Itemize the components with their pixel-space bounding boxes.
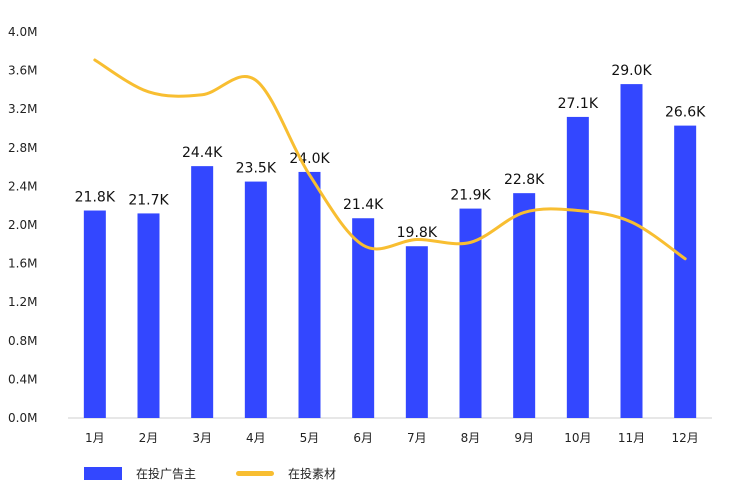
bar xyxy=(191,166,214,418)
x-tick-label: 9月 xyxy=(514,431,534,445)
bar-data-label: 21.7K xyxy=(128,192,169,208)
bar xyxy=(513,193,536,418)
y-tick-label: 0.0M xyxy=(8,411,37,425)
legend: 在投广告主 在投素材 xyxy=(84,465,376,482)
legend-label-creatives: 在投素材 xyxy=(288,467,337,481)
x-tick-label: 4月 xyxy=(246,431,266,445)
bar xyxy=(137,213,160,418)
legend-swatch-bar xyxy=(84,467,122,480)
bar-data-label: 24.0K xyxy=(289,151,330,167)
y-tick-label: 2.8M xyxy=(8,141,37,155)
y-tick-label: 2.4M xyxy=(8,179,37,193)
y-tick-label: 0.4M xyxy=(8,372,37,386)
bar-data-label: 24.4K xyxy=(182,145,223,161)
y-tick-label: 3.2M xyxy=(8,102,37,116)
bar-data-label: 27.1K xyxy=(558,96,599,112)
x-tick-label: 1月 xyxy=(85,431,105,445)
y-tick-label: 4.0M xyxy=(8,25,37,39)
bar xyxy=(352,218,375,418)
x-tick-label: 3月 xyxy=(192,431,212,445)
bar xyxy=(83,210,106,418)
bar-data-label: 19.8K xyxy=(397,225,438,241)
bar-data-label: 21.4K xyxy=(343,197,384,213)
legend-item-creatives[interactable]: 在投素材 xyxy=(236,465,336,482)
line-series-creatives xyxy=(93,58,687,261)
y-tick-label: 1.2M xyxy=(8,295,37,309)
x-tick-label: 6月 xyxy=(353,431,373,445)
y-tick-label: 3.6M xyxy=(8,64,37,78)
legend-item-advertisers[interactable]: 在投广告主 xyxy=(84,465,196,482)
bar xyxy=(620,84,643,419)
legend-label-advertisers: 在投广告主 xyxy=(136,467,197,481)
bar xyxy=(244,181,267,418)
bar xyxy=(566,116,589,419)
bar xyxy=(674,125,697,418)
y-tick-label: 2.0M xyxy=(8,218,37,232)
x-tick-label: 10月 xyxy=(564,431,591,445)
bar xyxy=(405,246,428,418)
legend-swatch-line xyxy=(236,471,275,476)
bar-data-label: 22.8K xyxy=(504,172,545,188)
x-tick-label: 11月 xyxy=(618,431,645,445)
bar xyxy=(298,171,321,418)
x-tick-label: 8月 xyxy=(461,431,481,445)
bar-data-label: 21.8K xyxy=(75,190,116,206)
bar xyxy=(459,208,482,418)
bar-data-label: 23.5K xyxy=(236,161,277,177)
x-tick-label: 7月 xyxy=(407,431,427,445)
y-tick-label: 0.8M xyxy=(8,334,37,348)
x-tick-label: 12月 xyxy=(672,431,699,445)
x-tick-label: 2月 xyxy=(139,431,159,445)
y-tick-label: 1.6M xyxy=(8,257,37,271)
bar-data-label: 21.9K xyxy=(450,188,491,204)
x-tick-label: 5月 xyxy=(300,431,320,445)
bar-data-label: 26.6K xyxy=(665,105,706,121)
bar-data-label: 29.0K xyxy=(611,63,652,79)
